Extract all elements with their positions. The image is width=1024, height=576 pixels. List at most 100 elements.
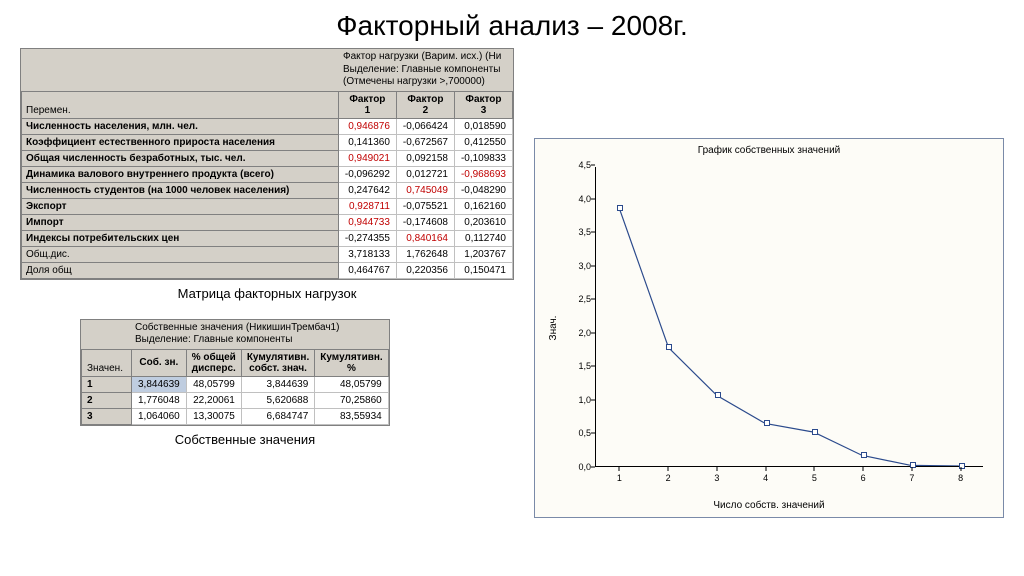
- scree-plot: График собственных значений Знач. Число …: [534, 138, 1004, 518]
- cell[interactable]: 0,150471: [454, 262, 512, 278]
- cell[interactable]: -0,274355: [338, 230, 396, 246]
- cell[interactable]: -0,066424: [396, 118, 454, 134]
- data-point: [666, 344, 672, 350]
- table-row[interactable]: Общая численность безработных, тыс. чел.…: [22, 150, 513, 166]
- cell[interactable]: 1,064060: [132, 408, 187, 424]
- loadings-var-header[interactable]: Перемен.: [22, 91, 339, 118]
- eigen-col-header[interactable]: Кумулятивн.собст. знач.: [241, 349, 314, 376]
- y-tick-label: 4,0: [573, 194, 591, 204]
- cell[interactable]: 0,946876: [338, 118, 396, 134]
- cell[interactable]: 48,05799: [315, 376, 388, 392]
- y-tick-label: 2,5: [573, 294, 591, 304]
- loadings-table: Перемен. Фактор1 Фактор2 Фактор3 Численн…: [21, 91, 513, 279]
- table-row[interactable]: Импорт0,944733-0,1746080,203610: [22, 214, 513, 230]
- cell[interactable]: 0,412550: [454, 134, 512, 150]
- cell[interactable]: 0,018590: [454, 118, 512, 134]
- cell[interactable]: 13,30075: [186, 408, 241, 424]
- table-row[interactable]: 31,06406013,300756,68474783,55934: [82, 408, 389, 424]
- row-label[interactable]: 2: [82, 392, 132, 408]
- cell[interactable]: -0,968693: [454, 166, 512, 182]
- cell[interactable]: 1,776048: [132, 392, 187, 408]
- cell[interactable]: 1,203767: [454, 246, 512, 262]
- row-label[interactable]: Численность студентов (на 1000 человек н…: [22, 182, 339, 198]
- eigen-header-text: Собственные значения (НикишинТрембач1) В…: [131, 320, 389, 349]
- table-row[interactable]: Численность студентов (на 1000 человек н…: [22, 182, 513, 198]
- x-tick-label: 7: [909, 473, 914, 483]
- y-tick-label: 3,5: [573, 227, 591, 237]
- loadings-col-header[interactable]: Фактор2: [396, 91, 454, 118]
- cell[interactable]: 0,944733: [338, 214, 396, 230]
- row-label[interactable]: Индексы потребительских цен: [22, 230, 339, 246]
- loadings-header-line: Фактор нагрузки (Варим. исх.) (Ни: [343, 51, 509, 64]
- row-label[interactable]: Экспорт: [22, 198, 339, 214]
- row-label[interactable]: Доля общ: [22, 262, 339, 278]
- loadings-col-header[interactable]: Фактор1: [338, 91, 396, 118]
- cell[interactable]: 5,620688: [241, 392, 314, 408]
- cell[interactable]: 22,20061: [186, 392, 241, 408]
- cell[interactable]: 3,718133: [338, 246, 396, 262]
- eigen-var-header[interactable]: Значен.: [82, 349, 132, 376]
- cell[interactable]: 0,092158: [396, 150, 454, 166]
- loadings-caption: Матрица факторных нагрузок: [20, 286, 514, 301]
- table-row[interactable]: Индексы потребительских цен-0,2743550,84…: [22, 230, 513, 246]
- row-label[interactable]: Импорт: [22, 214, 339, 230]
- cell[interactable]: 6,684747: [241, 408, 314, 424]
- row-label[interactable]: Численность населения, млн. чел.: [22, 118, 339, 134]
- row-label[interactable]: Динамика валового внутреннего продукта (…: [22, 166, 339, 182]
- eigen-col-header[interactable]: % общейдисперс.: [186, 349, 241, 376]
- row-label[interactable]: Коэффициент естественного прироста насел…: [22, 134, 339, 150]
- row-label[interactable]: Общ.дис.: [22, 246, 339, 262]
- loadings-table-frame: Фактор нагрузки (Варим. исх.) (Ни Выделе…: [20, 48, 514, 280]
- table-row[interactable]: Доля общ0,4647670,2203560,150471: [22, 262, 513, 278]
- table-row[interactable]: Численность населения, млн. чел.0,946876…: [22, 118, 513, 134]
- y-tick-label: 0,0: [573, 462, 591, 472]
- loadings-header-text: Фактор нагрузки (Варим. исх.) (Ни Выделе…: [339, 49, 513, 91]
- cell[interactable]: 48,05799: [186, 376, 241, 392]
- cell[interactable]: 0,141360: [338, 134, 396, 150]
- cell[interactable]: 0,112740: [454, 230, 512, 246]
- row-label[interactable]: 3: [82, 408, 132, 424]
- x-tick-label: 6: [861, 473, 866, 483]
- cell[interactable]: -0,109833: [454, 150, 512, 166]
- row-label[interactable]: Общая численность безработных, тыс. чел.: [22, 150, 339, 166]
- eigen-col-header[interactable]: Кумулятивн.%: [315, 349, 388, 376]
- cell[interactable]: -0,174608: [396, 214, 454, 230]
- table-row[interactable]: Экспорт0,928711-0,0755210,162160: [22, 198, 513, 214]
- table-row[interactable]: Коэффициент естественного прироста насел…: [22, 134, 513, 150]
- cell[interactable]: 0,162160: [454, 198, 512, 214]
- loadings-col-header[interactable]: Фактор3: [454, 91, 512, 118]
- cell[interactable]: 0,949021: [338, 150, 396, 166]
- cell[interactable]: -0,096292: [338, 166, 396, 182]
- cell[interactable]: 70,25860: [315, 392, 388, 408]
- table-row[interactable]: 21,77604822,200615,62068870,25860: [82, 392, 389, 408]
- eigen-header-line: Выделение: Главные компоненты: [135, 334, 385, 347]
- cell[interactable]: 3,844639: [241, 376, 314, 392]
- table-row[interactable]: 13,84463948,057993,84463948,05799: [82, 376, 389, 392]
- cell[interactable]: 0,464767: [338, 262, 396, 278]
- eigen-table: Значен. Соб. зн. % общейдисперс. Кумулят…: [81, 349, 389, 425]
- cell[interactable]: 3,844639: [132, 376, 187, 392]
- cell[interactable]: 0,840164: [396, 230, 454, 246]
- cell[interactable]: 0,012721: [396, 166, 454, 182]
- cell[interactable]: -0,075521: [396, 198, 454, 214]
- table-row[interactable]: Общ.дис.3,7181331,7626481,203767: [22, 246, 513, 262]
- y-tick-label: 4,5: [573, 160, 591, 170]
- page-title: Факторный анализ – 2008г.: [20, 10, 1004, 42]
- cell[interactable]: 0,220356: [396, 262, 454, 278]
- eigen-col-header[interactable]: Соб. зн.: [132, 349, 187, 376]
- chart-title: График собственных значений: [535, 139, 1003, 156]
- data-point: [715, 392, 721, 398]
- cell[interactable]: -0,672567: [396, 134, 454, 150]
- cell[interactable]: 0,745049: [396, 182, 454, 198]
- x-tick-label: 3: [714, 473, 719, 483]
- cell[interactable]: 0,928711: [338, 198, 396, 214]
- cell[interactable]: 1,762648: [396, 246, 454, 262]
- plot-line: [596, 167, 983, 466]
- cell[interactable]: 0,247642: [338, 182, 396, 198]
- cell[interactable]: 83,55934: [315, 408, 388, 424]
- cell[interactable]: -0,048290: [454, 182, 512, 198]
- cell[interactable]: 0,203610: [454, 214, 512, 230]
- y-tick-label: 0,5: [573, 428, 591, 438]
- table-row[interactable]: Динамика валового внутреннего продукта (…: [22, 166, 513, 182]
- row-label[interactable]: 1: [82, 376, 132, 392]
